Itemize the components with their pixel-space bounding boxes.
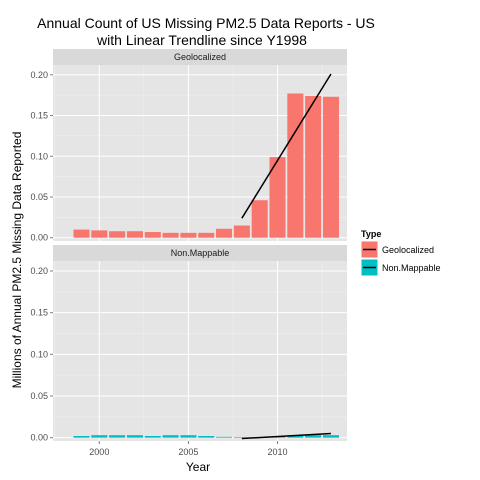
y-tick-label: 0.10: [30, 151, 48, 161]
legend: Type Geolocalized Non.Mappable: [360, 229, 441, 277]
bar-geolocalized-2005: [180, 232, 197, 238]
legend-title: Type: [361, 229, 381, 239]
y-tick-label: 0.15: [30, 111, 48, 121]
bar-geolocalized-2004: [162, 232, 179, 238]
bar-geolocalized-2002: [126, 231, 143, 238]
y-axis-title: Millions of Annual PM2.5 Missing Data Re…: [10, 132, 24, 389]
legend-label-non-mappable: Non.Mappable: [382, 263, 441, 273]
bar-non-mappable-2000: [91, 435, 108, 438]
trendline-non-mappable: [241, 432, 332, 440]
bar-non-mappable-2011: [287, 436, 304, 438]
trendline-geolocalized: [241, 73, 332, 219]
bar-geolocalized-2006: [198, 232, 215, 238]
panel-non-mappable: Non.Mappable 0.00 0.05 0.10 0.15 0.20: [30, 245, 347, 443]
trendline-non-mappable: [241, 432, 332, 440]
y-tick-label: 0.05: [30, 391, 48, 401]
bar-non-mappable-2013: [322, 435, 339, 438]
panel-geolocalized: Geolocalized 0.00 0.05 0.10 0.15 0.20: [30, 49, 347, 243]
y-ticks-non-mappable: 0.00 0.05 0.10 0.15 0.20: [30, 266, 53, 443]
bar-geolocalized-1999: [73, 229, 90, 238]
bar-geolocalized-2001: [109, 231, 126, 238]
legend-label-geolocalized: Geolocalized: [382, 245, 434, 255]
bar-non-mappable-2001: [109, 435, 126, 438]
y-ticks-geolocalized: 0.00 0.05 0.10 0.15 0.20: [30, 70, 53, 243]
y-tick-label: 0.20: [30, 266, 48, 276]
trendline-geolocalized: [241, 73, 332, 219]
legend-item-geolocalized: Geolocalized: [360, 240, 434, 259]
x-axis-title: Year: [186, 460, 210, 474]
y-tick-label: 0.00: [30, 433, 48, 443]
y-tick-label: 0.00: [30, 233, 48, 243]
bar-geolocalized-2008: [233, 225, 250, 238]
chart-title-line-2: with Linear Trendline since Y1998: [96, 32, 307, 48]
x-tick-label: 2000: [89, 447, 109, 457]
bar-geolocalized-2009: [251, 200, 268, 238]
chart-title-line-1: Annual Count of US Missing PM2.5 Data Re…: [37, 15, 375, 31]
bar-non-mappable-2012: [305, 435, 322, 438]
x-axis-ticks: 2000 2005 2010: [89, 441, 288, 457]
y-tick-label: 0.05: [30, 192, 48, 202]
bar-geolocalized-2007: [216, 228, 233, 238]
legend-item-non-mappable: Non.Mappable: [360, 258, 441, 277]
bar-geolocalized-2003: [144, 232, 161, 238]
bar-geolocalized-2011: [287, 93, 304, 238]
bar-non-mappable-2004: [162, 435, 179, 438]
bar-geolocalized-2000: [91, 230, 108, 238]
strip-label-non-mappable: Non.Mappable: [171, 248, 230, 258]
bar-non-mappable-2002: [126, 435, 143, 438]
x-tick-label: 2005: [178, 447, 198, 457]
x-tick-label: 2010: [267, 447, 287, 457]
bar-non-mappable-2005: [180, 435, 197, 438]
bars-geolocalized: [73, 93, 339, 238]
plot-background-non-mappable: [53, 261, 347, 441]
y-tick-label: 0.15: [30, 308, 48, 318]
strip-geolocalized: [53, 49, 347, 65]
bar-non-mappable-2003: [144, 436, 161, 438]
y-tick-label: 0.10: [30, 349, 48, 359]
y-tick-label: 0.20: [30, 70, 48, 80]
bar-non-mappable-1999: [73, 436, 90, 438]
bar-non-mappable-2007: [216, 436, 233, 438]
bar-geolocalized-2012: [305, 95, 322, 238]
bar-geolocalized-2010: [269, 157, 286, 238]
bar-geolocalized-2013: [322, 96, 339, 238]
bar-non-mappable-2006: [198, 436, 215, 438]
strip-non-mappable: [53, 245, 347, 261]
bar-non-mappable-2008: [233, 437, 250, 438]
strip-label-geolocalized: Geolocalized: [174, 52, 226, 62]
